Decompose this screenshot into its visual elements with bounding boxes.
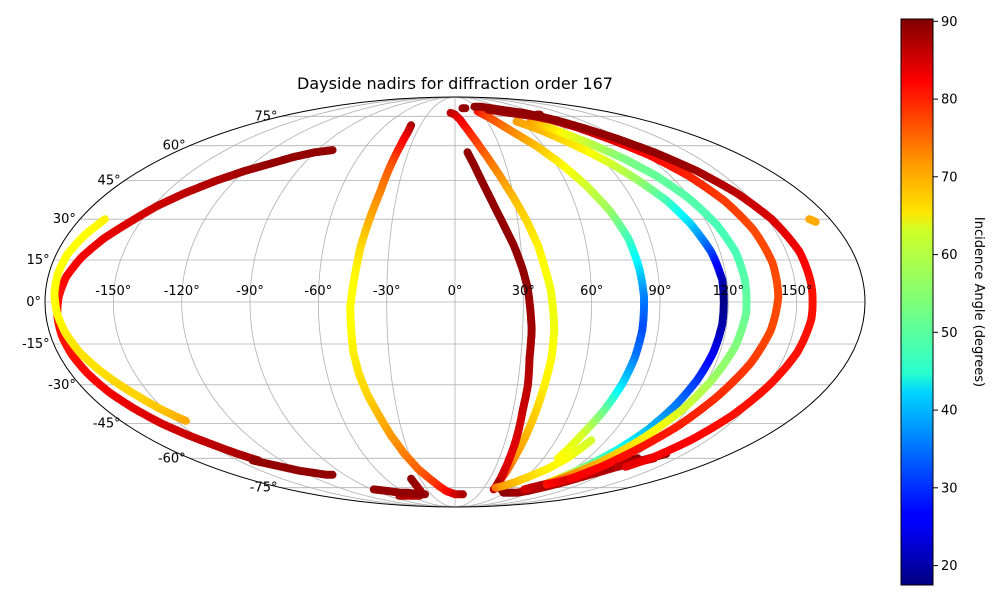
lat-tick-label: -15° (22, 337, 50, 352)
colorbar-tick-labels: 20 30 40 50 60 70 80 90 (933, 15, 958, 574)
data-point (566, 474, 575, 483)
colorbar-tick-label: 80 (941, 93, 958, 108)
lat-tick-label: 15° (27, 253, 50, 268)
data-point (461, 104, 470, 113)
lon-tick-label: 0° (448, 284, 463, 299)
data-point (535, 110, 544, 119)
colorbar-label: Incidence Angle (degrees) (971, 217, 986, 387)
colorbar-tick-label: 30 (941, 481, 958, 496)
lon-tick-label: -60° (304, 284, 332, 299)
colorbar-tick-label: 70 (941, 170, 958, 185)
lon-tick-label: 150° (781, 284, 812, 299)
colorbar-tick-label: 90 (941, 15, 958, 30)
lat-tick-label: -30° (48, 378, 76, 393)
data-point (369, 485, 378, 494)
lat-tick-label: -75° (250, 481, 278, 496)
lat-tick-label: 60° (163, 139, 186, 154)
data-point (587, 436, 596, 445)
lat-tick-label: -45° (93, 416, 121, 431)
data-point (407, 474, 416, 483)
lon-tick-label: 120° (713, 284, 744, 299)
lon-tick-label: -150° (95, 284, 131, 299)
lat-tick-label: 45° (98, 174, 121, 189)
map-boundary (44, 96, 866, 508)
colorbar-tick-label: 40 (941, 404, 958, 419)
scatter-points (50, 102, 820, 500)
lat-tick-label: 30° (53, 212, 76, 227)
colorbar-tick-label: 60 (941, 248, 958, 263)
data-point (458, 490, 467, 499)
lon-tick-label: 90° (648, 284, 671, 299)
data-point (248, 456, 257, 465)
data-point (811, 217, 820, 226)
graticule (45, 97, 865, 507)
longitude-tick-labels: -150° -120° -90° -60° -30° 0° 30° 60° 90° 120° 150… (95, 284, 812, 299)
lon-tick-label: -90° (236, 284, 264, 299)
data-point (181, 416, 190, 425)
lat-tick-label: 0° (26, 295, 41, 310)
data-point (621, 462, 630, 471)
colorbar-tick-label: 20 (941, 559, 958, 574)
latitude-tick-labels: -75° -60° -45° -30° -15° 0° 15° 30° 45° 60° 75° (22, 109, 278, 495)
colorbar-tick-label: 50 (941, 326, 958, 341)
lat-tick-label: 75° (254, 109, 277, 124)
colorbar (900, 18, 934, 586)
lat-tick-label: -60° (158, 451, 186, 466)
lon-tick-label: 30° (512, 284, 535, 299)
chart-title: Dayside nadirs for diffraction order 167 (297, 74, 613, 93)
lon-tick-label: 60° (580, 284, 603, 299)
lon-tick-label: -120° (164, 284, 200, 299)
lon-tick-label: -30° (373, 284, 401, 299)
